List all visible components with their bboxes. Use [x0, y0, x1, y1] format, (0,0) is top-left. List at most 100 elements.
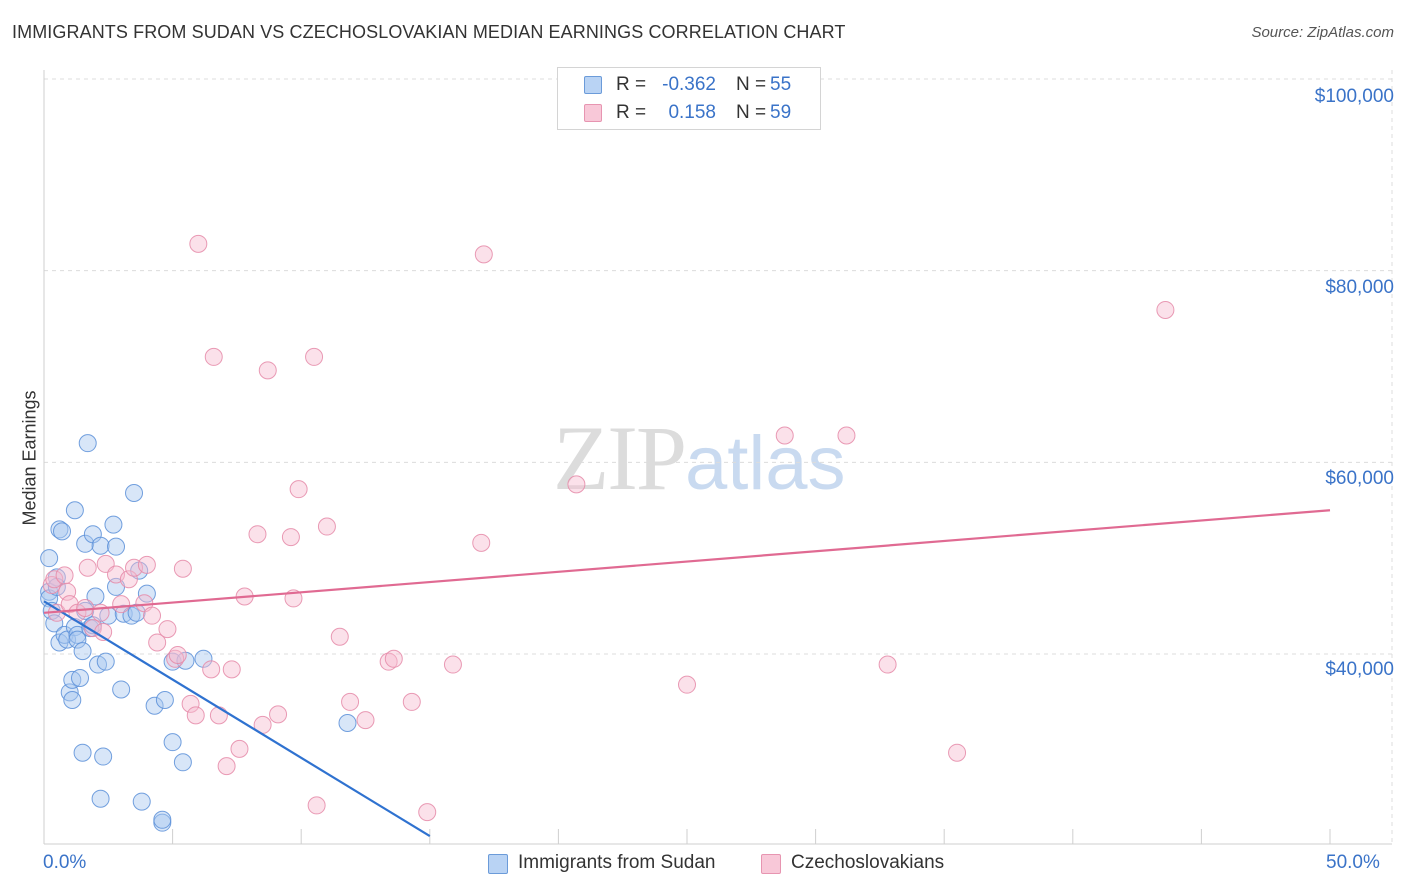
- czech-point: [567, 475, 586, 494]
- blue-swatch: [584, 76, 602, 94]
- r-label: R =: [616, 102, 647, 123]
- sudan-point: [53, 522, 72, 541]
- czech-point: [330, 627, 349, 646]
- czech-point: [222, 660, 241, 679]
- czech-point: [1156, 300, 1175, 319]
- sudan-point: [78, 434, 97, 453]
- chart-title: IMMIGRANTS FROM SUDAN VS CZECHOSLOVAKIAN…: [12, 22, 846, 42]
- sudan-point: [73, 642, 92, 661]
- czech-point: [948, 743, 967, 762]
- sudan-point: [71, 668, 90, 687]
- czech-point: [472, 533, 491, 552]
- legend-swatch-pink: [761, 854, 781, 874]
- stats-row-czech: R = 0.158 N = 59: [558, 100, 820, 128]
- czech-point: [45, 570, 64, 589]
- sudan-point: [112, 680, 131, 699]
- sudan-point: [163, 733, 182, 752]
- czech-point: [119, 570, 138, 589]
- sudan-trend-line: [43, 600, 431, 838]
- stats-box: R = -0.362 N = 55 R = 0.158 N = 59: [557, 67, 821, 130]
- y-tick-label: $100,000: [1314, 86, 1394, 107]
- sudan-point: [68, 630, 87, 649]
- czech-point: [202, 660, 221, 679]
- czech-point: [289, 480, 308, 499]
- czech-point: [186, 706, 205, 725]
- czech-point: [217, 757, 236, 776]
- czech-point: [248, 525, 267, 544]
- y-tick-label: $80,000: [1325, 277, 1394, 298]
- sudan-point: [132, 792, 151, 811]
- czech-point: [341, 692, 360, 711]
- n-label: N =: [736, 74, 767, 95]
- sudan-point: [76, 534, 95, 553]
- czech-point: [402, 692, 421, 711]
- n-label: N =: [736, 102, 767, 123]
- czech-point: [112, 595, 131, 614]
- sudan-point: [145, 696, 164, 715]
- sudan-point: [104, 515, 123, 534]
- sudan-point: [73, 743, 92, 762]
- y-tick-label: $40,000: [1325, 659, 1394, 680]
- sudan-point: [122, 606, 141, 625]
- czech-point: [168, 645, 187, 664]
- czech-point: [384, 649, 403, 668]
- sudan-point: [45, 614, 64, 633]
- czech-point: [181, 694, 200, 713]
- sudan-point: [107, 537, 126, 556]
- czech-point: [158, 620, 177, 639]
- czech-point: [55, 566, 74, 585]
- sudan-point: [194, 649, 213, 668]
- sudan-point: [63, 691, 82, 709]
- czech-point: [878, 655, 897, 674]
- watermark-atlas: atlas: [685, 421, 846, 506]
- sudan-point: [94, 747, 113, 766]
- sudan-point: [155, 691, 174, 709]
- czech-point: [258, 361, 277, 380]
- n-value: 55: [770, 74, 792, 95]
- sudan-point: [86, 587, 105, 606]
- czech-point: [78, 558, 97, 577]
- y-axis-label: Median Earnings: [19, 390, 40, 526]
- sudan-point: [96, 652, 115, 671]
- czech-point: [356, 711, 375, 730]
- czech-point: [305, 347, 324, 366]
- r-value: 0.158: [663, 102, 716, 123]
- czech-point: [269, 705, 288, 724]
- sudan-point: [63, 670, 82, 689]
- czech-point: [307, 796, 326, 815]
- sudan-point: [91, 789, 110, 808]
- czech-point: [474, 245, 493, 264]
- czech-point: [143, 606, 162, 625]
- sudan-point: [125, 484, 144, 502]
- czech-point: [443, 655, 462, 674]
- czech-point: [173, 559, 192, 578]
- x-tick-label: 50.0%: [1326, 852, 1380, 873]
- sudan-point: [338, 714, 357, 732]
- czech-point: [230, 739, 249, 758]
- watermark-zip: ZIP: [553, 407, 687, 509]
- legend-swatch-blue: [488, 854, 508, 874]
- sudan-point: [65, 501, 84, 520]
- czech-trend-line: [43, 509, 1331, 614]
- czech-point: [204, 347, 223, 366]
- sudan-point: [40, 549, 59, 568]
- sudan-point: [127, 603, 146, 622]
- y-tick-label: $60,000: [1325, 468, 1394, 489]
- sudan-point: [91, 536, 110, 555]
- sudan-point: [173, 753, 192, 772]
- x-tick-label: 0.0%: [43, 852, 87, 873]
- legend-label: Czechoslovakians: [791, 852, 945, 873]
- r-label: R =: [616, 74, 647, 95]
- czech-point: [775, 426, 794, 445]
- czech-point: [837, 426, 856, 445]
- czech-point: [137, 555, 156, 574]
- source-label: Source: ZipAtlas.com: [1251, 24, 1394, 41]
- stats-row-sudan: R = -0.362 N = 55: [558, 72, 820, 100]
- n-value: 59: [770, 102, 792, 123]
- czech-point: [379, 652, 398, 671]
- czech-point: [317, 517, 336, 536]
- r-value: -0.362: [662, 74, 716, 95]
- czech-point: [678, 675, 696, 694]
- sudan-point: [50, 520, 69, 539]
